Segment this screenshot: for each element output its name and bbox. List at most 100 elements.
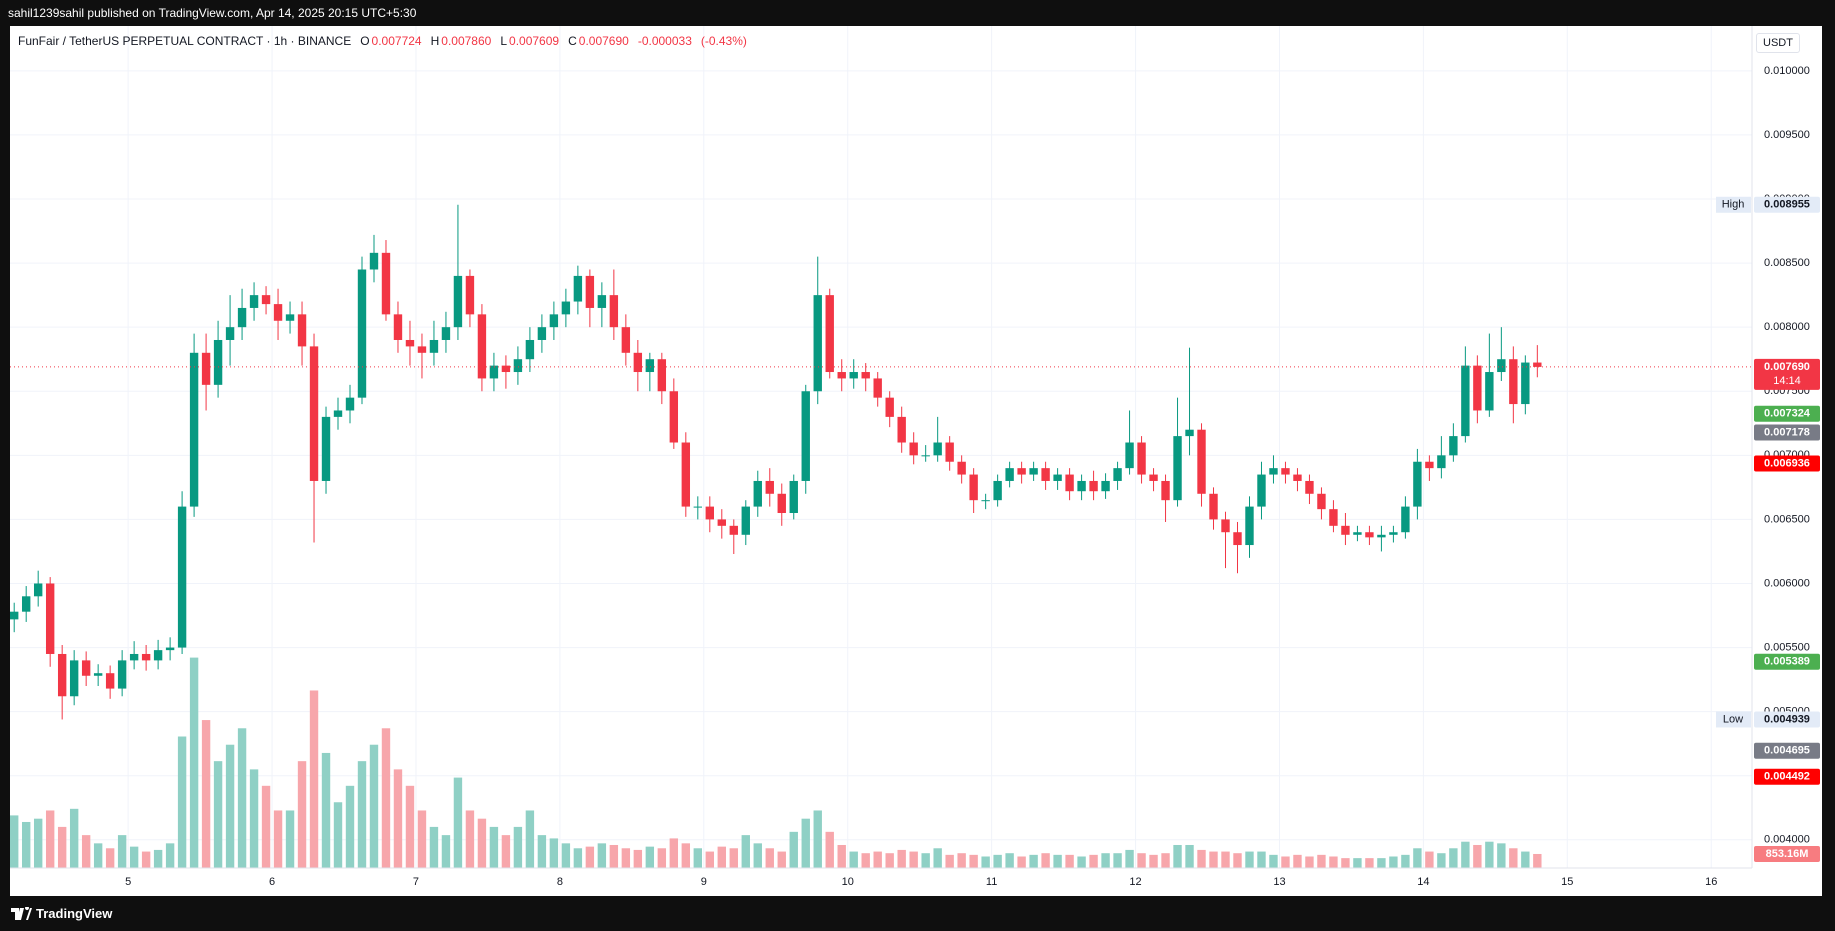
volume-bar: [117, 835, 127, 868]
volume-bar: [801, 818, 810, 868]
candle-body: [249, 295, 259, 308]
candle-body: [1113, 468, 1122, 481]
volume-bar: [1461, 841, 1470, 868]
candle-body: [177, 506, 187, 648]
volume-bar: [945, 854, 954, 868]
price-tag: [1754, 196, 1820, 213]
candle-body: [501, 365, 511, 373]
price-tag: [1754, 653, 1820, 670]
candle-body: [897, 416, 906, 443]
volume-bar: [1221, 851, 1230, 868]
volume-bar: [1065, 854, 1074, 868]
price-tag-name-box: [1716, 711, 1751, 728]
volume-bar: [1377, 858, 1386, 868]
price-tag-label: 0.005389: [1764, 656, 1810, 668]
candle-body: [1269, 468, 1278, 475]
candle-body: [885, 397, 894, 417]
candle-body: [441, 327, 451, 340]
candle-body: [945, 442, 954, 462]
volume-bar: [201, 720, 211, 868]
legend-value: 0.007860: [441, 34, 492, 48]
candle-body: [1005, 468, 1014, 481]
volume-bar: [993, 854, 1002, 868]
price-tag-label: 0.007178: [1764, 426, 1810, 438]
volume-bar: [1005, 853, 1014, 868]
x-tick-label: 5: [125, 876, 131, 888]
x-tick-label: 12: [1129, 876, 1141, 888]
candle-body: [741, 506, 750, 535]
candle-body: [1065, 474, 1074, 492]
volume-bar: [1113, 853, 1122, 868]
volume-bar: [225, 744, 235, 868]
volume-bar: [1281, 856, 1290, 868]
volume-bar: [693, 848, 703, 868]
candle-body: [117, 660, 127, 689]
y-tick-label: 0.009500: [1764, 129, 1810, 141]
x-tick-label: 9: [701, 876, 707, 888]
symbol-title: FunFair / TetherUS PERPETUAL CONTRACT · …: [18, 34, 352, 48]
volume-bar: [585, 846, 595, 868]
price-tag: [1754, 358, 1820, 390]
candle-body: [909, 442, 918, 456]
volume-bar: [261, 785, 271, 868]
volume-bar: [897, 849, 906, 868]
candle-body: [129, 653, 139, 661]
candle-body: [645, 359, 655, 373]
volume-bar: [741, 835, 750, 868]
volume-bar: [45, 810, 55, 868]
volume-bar: [1437, 853, 1446, 868]
volume-bar: [345, 785, 355, 868]
candle-body: [621, 327, 631, 353]
volume-bar: [1029, 854, 1038, 868]
candle-body: [201, 352, 211, 385]
x-tick-label: 16: [1705, 876, 1717, 888]
volume-bar: [1173, 844, 1182, 868]
price-tag-countdown: 14:14: [1773, 375, 1801, 387]
volume-bar: [1389, 856, 1398, 868]
volume-tag-label: 853.16M: [1766, 848, 1809, 860]
legend-value: 0.007690: [578, 34, 629, 48]
legend-key: H: [430, 34, 440, 48]
candle-body: [33, 583, 43, 597]
volume-bar: [33, 818, 43, 868]
candle-body: [1257, 474, 1266, 507]
volume-bar: [621, 848, 631, 868]
candle-body: [1437, 455, 1446, 469]
volume-bar: [129, 846, 139, 868]
volume-bar: [381, 728, 391, 868]
y-tick-label: 0.008500: [1764, 257, 1810, 269]
candle-body: [1449, 436, 1458, 456]
volume-bar: [1365, 858, 1374, 868]
candle-body: [765, 480, 774, 494]
volume-bar: [753, 843, 762, 868]
volume-bar: [789, 831, 798, 868]
volume-bar: [93, 843, 103, 868]
volume-bar: [1137, 853, 1146, 868]
footer: TradingView: [0, 896, 1835, 931]
currency-button[interactable]: USDT: [1756, 33, 1800, 53]
legend-key: O: [360, 34, 370, 48]
volume-bar: [1257, 851, 1266, 868]
candle-body: [861, 372, 870, 379]
volume-bar: [1197, 849, 1206, 868]
volume-bar: [237, 728, 247, 868]
legend-value: 0.007724: [371, 34, 422, 48]
candle-body: [21, 596, 31, 612]
volume-bar: [1353, 858, 1362, 868]
candle-body: [993, 480, 1002, 501]
candle-body: [213, 339, 223, 385]
candle-body: [1293, 474, 1302, 481]
legend: FunFair / TetherUS PERPETUAL CONTRACT · …: [18, 34, 749, 48]
price-tag-name-box: [1716, 196, 1751, 213]
candle-body: [717, 519, 726, 526]
candle-body: [10, 611, 19, 620]
candle-body: [237, 307, 247, 328]
volume-bar: [681, 843, 691, 868]
volume-bar: [1161, 853, 1170, 868]
candle-body: [1389, 532, 1398, 535]
price-tag-label: 0.004695: [1764, 745, 1810, 757]
price-tag: [1754, 742, 1820, 759]
volume-bar: [393, 769, 403, 868]
x-tick-label: 8: [557, 876, 563, 888]
